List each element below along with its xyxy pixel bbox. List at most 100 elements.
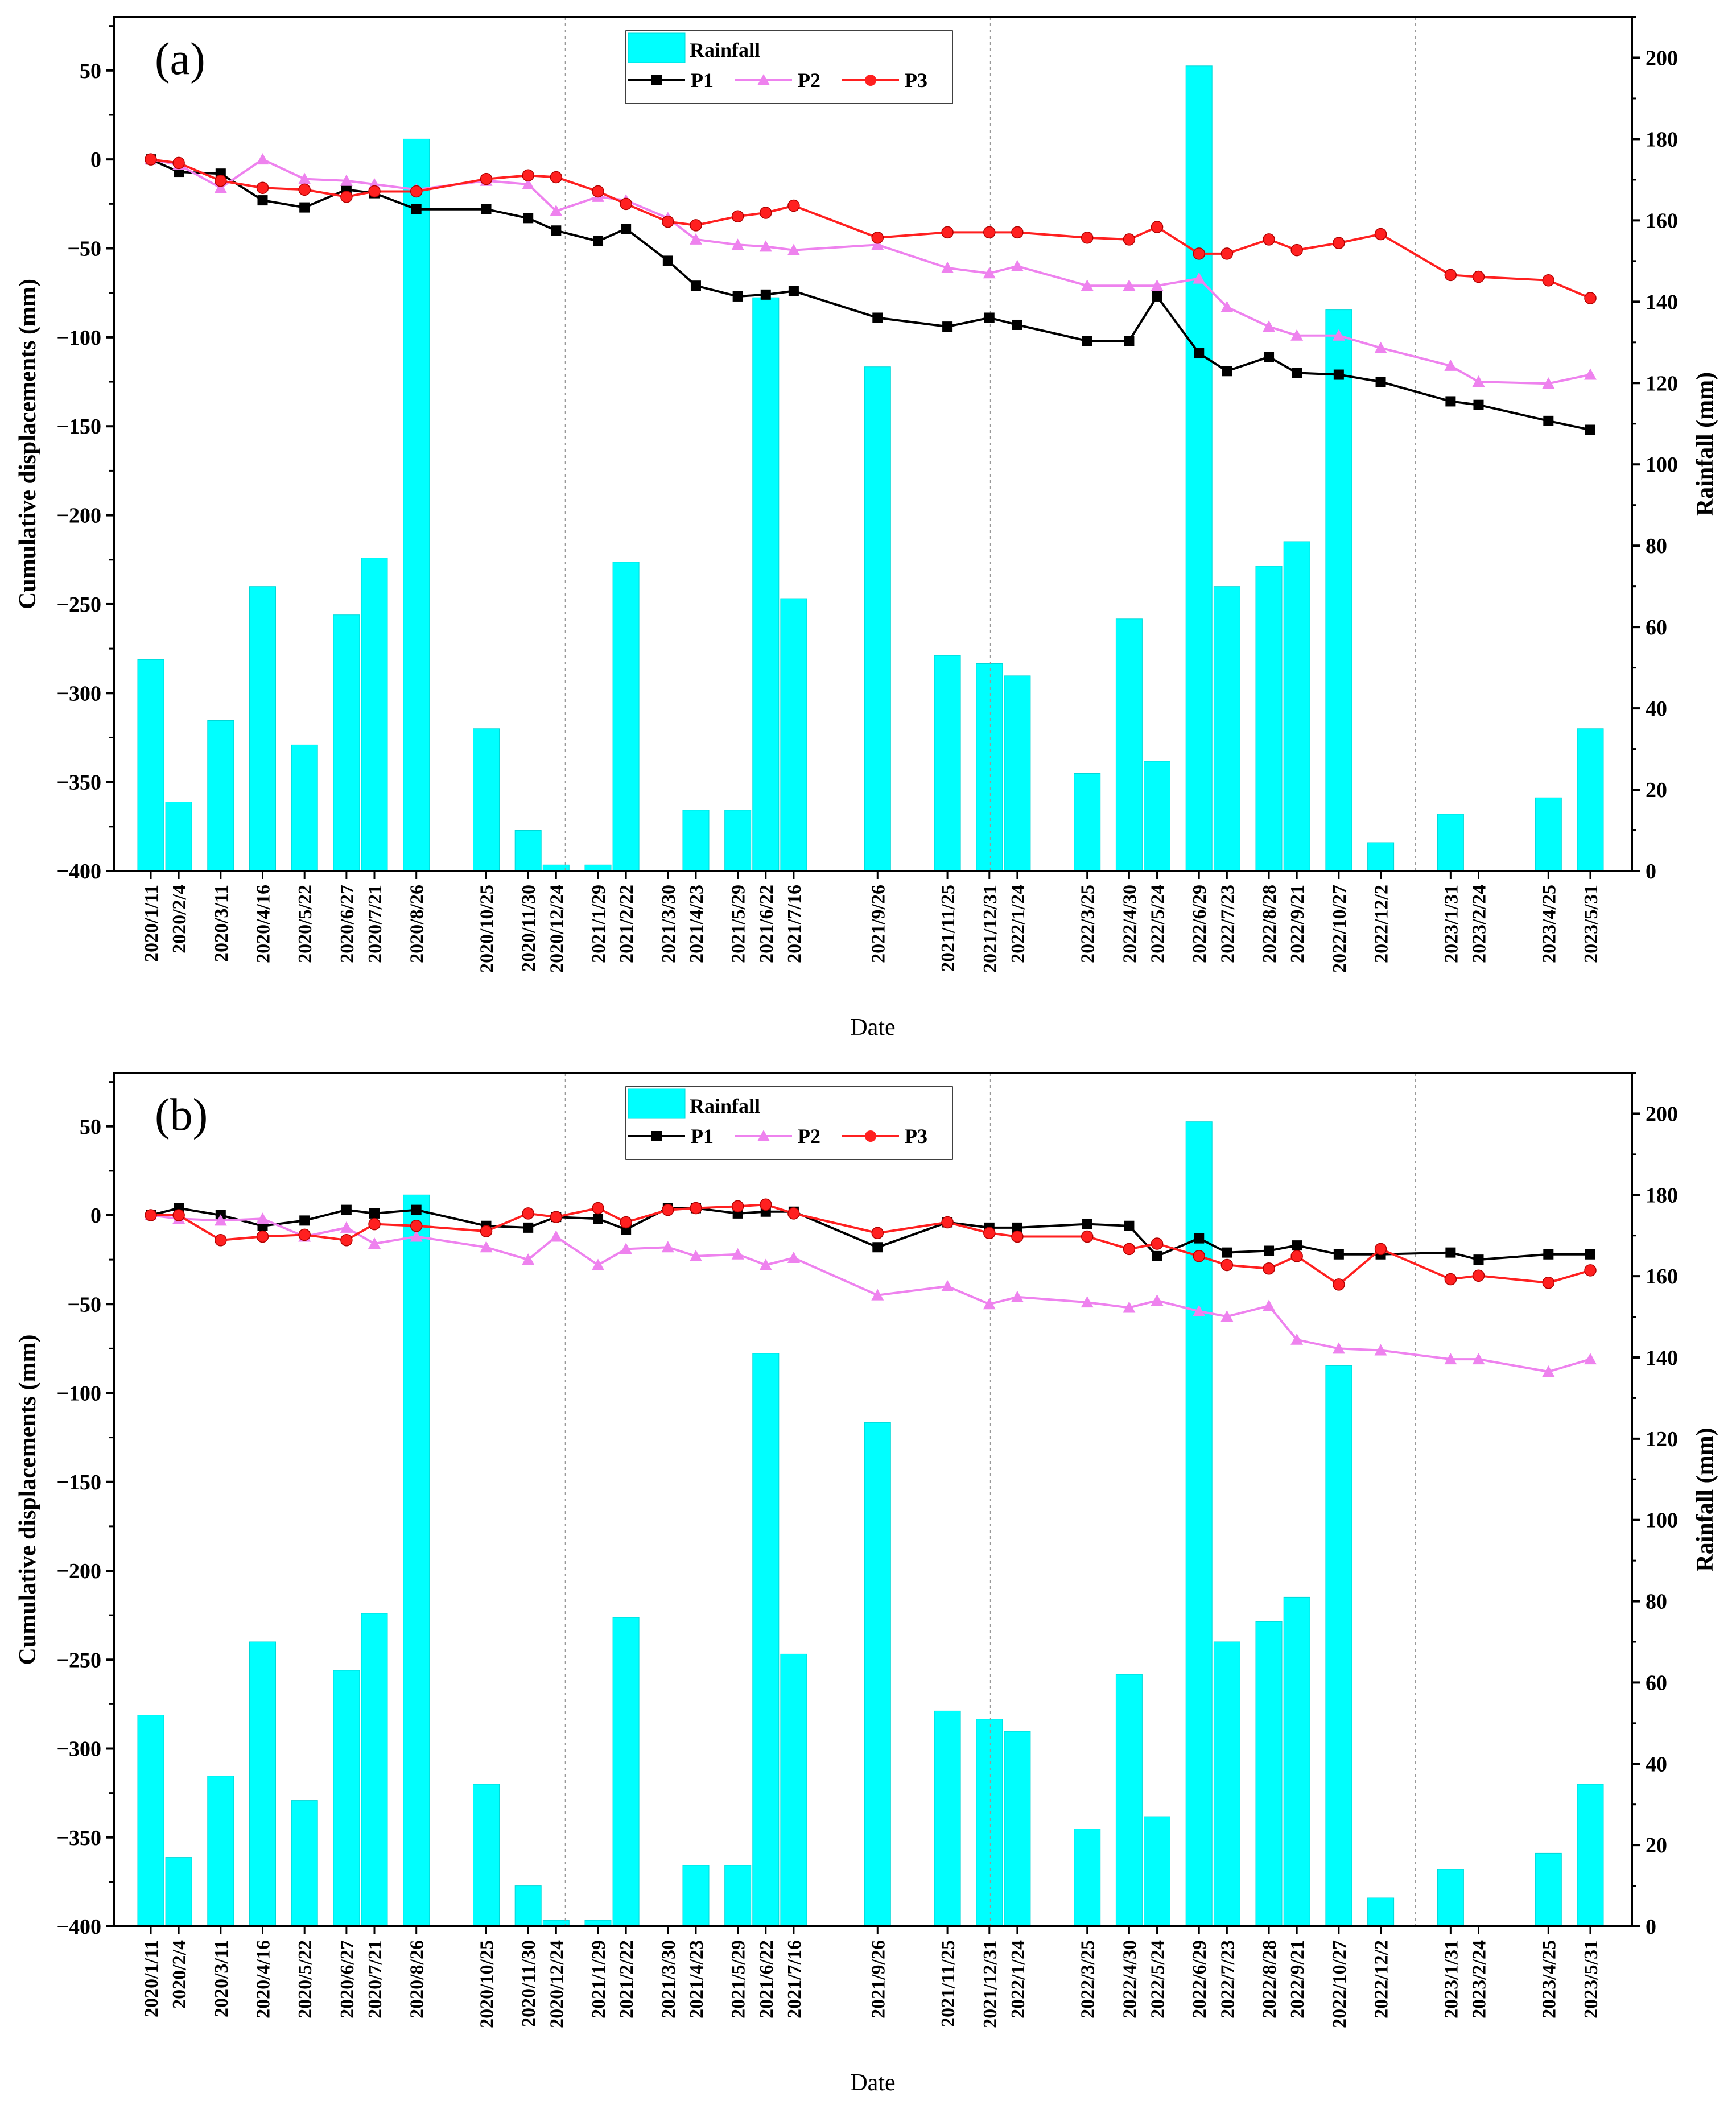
- data-point-p3: [690, 1202, 702, 1215]
- rainfall-bar: [612, 1617, 640, 1927]
- x-tick-label: 2022/10/27: [1329, 1940, 1350, 2028]
- x-tick-label: 2021/6/22: [756, 1940, 777, 2019]
- data-point-p2: [1263, 320, 1276, 332]
- legend: Rainfall P1 P2 P3: [625, 30, 953, 104]
- data-point-p2: [1444, 1353, 1457, 1365]
- x-tick-label: 2022/7/23: [1217, 1940, 1238, 2019]
- data-point-p3: [1444, 269, 1457, 282]
- rainfall-bar: [473, 728, 500, 872]
- data-point-p3: [787, 1207, 800, 1220]
- data-point-p2: [214, 1214, 227, 1226]
- data-point-p1: [621, 224, 632, 234]
- data-point-p1: [1333, 369, 1344, 380]
- left-tick-label: −100: [56, 326, 101, 350]
- data-point-p3: [690, 219, 702, 232]
- data-point-p3: [1542, 1277, 1555, 1289]
- rainfall-bar: [1577, 1784, 1604, 1927]
- x-tick-label: 2023/1/31: [1441, 885, 1462, 963]
- data-point-p3: [298, 183, 311, 196]
- data-point-p1: [1585, 1249, 1595, 1260]
- x-axis-title: Date: [850, 2070, 895, 2096]
- right-axis-title: Rainfall (mm): [1692, 1427, 1718, 1571]
- rainfall-bar: [249, 1641, 276, 1927]
- x-tick-label: 2022/12/2: [1371, 1940, 1392, 2019]
- data-point-p1: [1445, 1247, 1456, 1258]
- data-point-p1: [760, 289, 771, 300]
- x-tick-label: 2020/11/30: [518, 885, 539, 972]
- data-point-p1: [1543, 415, 1554, 426]
- data-point-p1: [1124, 1220, 1135, 1231]
- rainfall-bar: [137, 659, 164, 872]
- data-point-p1: [1543, 1249, 1554, 1260]
- data-point-p3: [941, 226, 954, 239]
- rainfall-bar: [1144, 761, 1170, 872]
- rainfall-bar: [333, 1670, 360, 1927]
- rainfall-bar: [249, 586, 276, 872]
- x-tick-label: 2022/7/23: [1217, 885, 1238, 963]
- x-tick-label: 2020/4/16: [253, 1940, 274, 2019]
- data-point-p1: [369, 1208, 380, 1219]
- data-point-p2: [1332, 1342, 1345, 1354]
- right-tick-label: 60: [1646, 1671, 1667, 1695]
- x-axis: 2020/1/11 2020/2/4 2020/3/11 2020/4/16 2020/…: [141, 1926, 1602, 2028]
- plot-frame: [113, 1072, 1633, 1927]
- data-point-p3: [1123, 233, 1136, 246]
- rainfall-bar: [724, 1865, 752, 1927]
- x-tick-label: 2021/3/30: [658, 885, 679, 963]
- data-point-p1: [1473, 399, 1484, 410]
- rainfall-bar: [403, 1194, 430, 1927]
- data-point-p2: [1542, 1365, 1555, 1377]
- data-point-p3: [550, 1211, 563, 1223]
- data-point-p3: [1333, 237, 1345, 249]
- right-tick-label: 80: [1646, 1590, 1667, 1614]
- left-tick-label: 0: [90, 148, 101, 172]
- rainfall-bar: [291, 744, 318, 872]
- left-tick-label: −300: [56, 1737, 101, 1761]
- data-point-p1: [523, 213, 534, 224]
- rainfall-bar: [473, 1784, 500, 1927]
- data-point-p1: [1264, 352, 1275, 362]
- right-tick-label: 180: [1646, 127, 1678, 151]
- rainfall-bar: [934, 655, 961, 872]
- x-tick-label: 2021/3/30: [658, 1940, 679, 2019]
- left-y-axis: 50 0 −50 −100 −150 −200 −250 −300 −350 −400: [56, 25, 114, 884]
- data-point-p2: [1151, 1294, 1164, 1306]
- data-point-p3: [760, 1198, 772, 1211]
- data-point-p2: [1290, 329, 1304, 341]
- rainfall-bar: [752, 297, 780, 872]
- left-axis-title: Cumulative displacements (mm): [15, 279, 41, 609]
- data-point-p3: [1081, 232, 1094, 244]
- data-point-p1: [788, 286, 799, 296]
- x-tick-label: 2023/2/24: [1469, 885, 1490, 963]
- data-point-p3: [983, 226, 996, 239]
- rainfall-bars: [137, 1121, 1604, 1927]
- x-tick-label: 2023/5/31: [1581, 885, 1602, 963]
- left-tick-label: −150: [56, 1471, 101, 1495]
- data-point-p1: [523, 1222, 534, 1233]
- rainfall-bar: [1004, 1731, 1031, 1927]
- rainfall-bar: [361, 1613, 388, 1927]
- legend-rainfall-swatch: [628, 1088, 686, 1119]
- x-tick-label: 2022/9/21: [1287, 885, 1308, 963]
- data-point-p3: [1333, 1278, 1345, 1291]
- right-tick-label: 200: [1646, 1102, 1678, 1126]
- x-tick-label: 2022/6/29: [1189, 1940, 1210, 2019]
- data-point-p3: [172, 1209, 185, 1221]
- rainfall-bar: [724, 810, 752, 872]
- data-point-p3: [731, 210, 744, 222]
- rainfall-bar: [1185, 65, 1213, 872]
- data-point-p1: [1124, 336, 1135, 346]
- data-point-p2: [689, 1249, 702, 1261]
- x-tick-label: 2020/2/4: [169, 885, 190, 954]
- left-tick-label: −100: [56, 1382, 101, 1406]
- left-tick-label: −50: [67, 1293, 101, 1316]
- data-point-p3: [941, 1216, 954, 1229]
- data-point-p1: [1445, 396, 1456, 407]
- x-tick-label: 2020/1/11: [141, 885, 162, 962]
- data-point-p3: [760, 207, 772, 219]
- x-tick-label: 2020/4/16: [253, 885, 274, 963]
- left-y-axis: 50 0 −50 −100 −150 −200 −250 −300 −350 −400: [56, 1081, 114, 1939]
- data-point-p2: [1444, 359, 1457, 371]
- rainfall-bar: [864, 1422, 891, 1927]
